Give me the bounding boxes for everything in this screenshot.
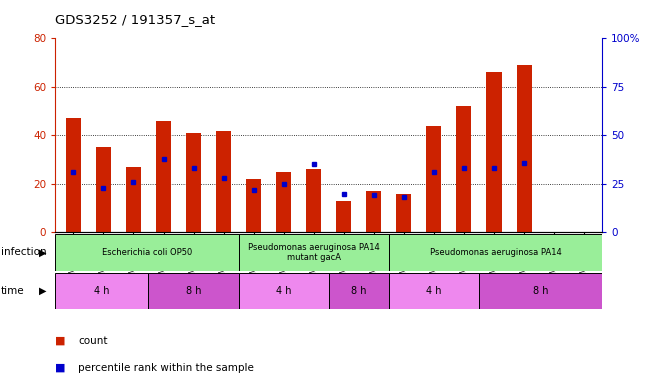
Text: percentile rank within the sample: percentile rank within the sample [78,363,254,373]
Bar [486,72,501,232]
Text: 4 h: 4 h [276,286,292,296]
Text: ■: ■ [55,336,66,346]
Bar [126,167,141,232]
Bar [389,273,479,309]
Text: 8 h: 8 h [533,286,548,296]
Text: 4 h: 4 h [426,286,441,296]
Bar [329,273,389,309]
Bar [148,273,239,309]
Bar [246,179,261,232]
Bar [456,106,471,232]
Bar [156,121,171,232]
Text: Pseudomonas aeruginosa PA14
mutant gacA: Pseudomonas aeruginosa PA14 mutant gacA [248,243,380,262]
Bar [96,147,111,232]
Bar [389,234,602,271]
Text: time: time [1,286,24,296]
Text: infection: infection [1,247,46,258]
Text: count: count [78,336,107,346]
Text: ▶: ▶ [39,247,47,258]
Text: 8 h: 8 h [351,286,367,296]
Bar [426,126,441,232]
Text: ■: ■ [55,363,66,373]
Text: GDS3252 / 191357_s_at: GDS3252 / 191357_s_at [55,13,215,26]
Bar [239,234,389,271]
Bar [337,201,352,232]
Bar [55,273,148,309]
Bar [216,131,231,232]
Text: 8 h: 8 h [186,286,201,296]
Bar [66,118,81,232]
Bar [396,194,411,232]
Bar [367,191,381,232]
Bar [516,65,532,232]
Text: Escherichia coli OP50: Escherichia coli OP50 [102,248,192,257]
Bar [306,169,321,232]
Text: Pseudomonas aeruginosa PA14: Pseudomonas aeruginosa PA14 [430,248,561,257]
Text: ▶: ▶ [39,286,47,296]
Bar [55,234,239,271]
Text: 4 h: 4 h [94,286,109,296]
Bar [186,133,201,232]
Bar [276,172,291,232]
Bar [479,273,602,309]
Bar [239,273,329,309]
